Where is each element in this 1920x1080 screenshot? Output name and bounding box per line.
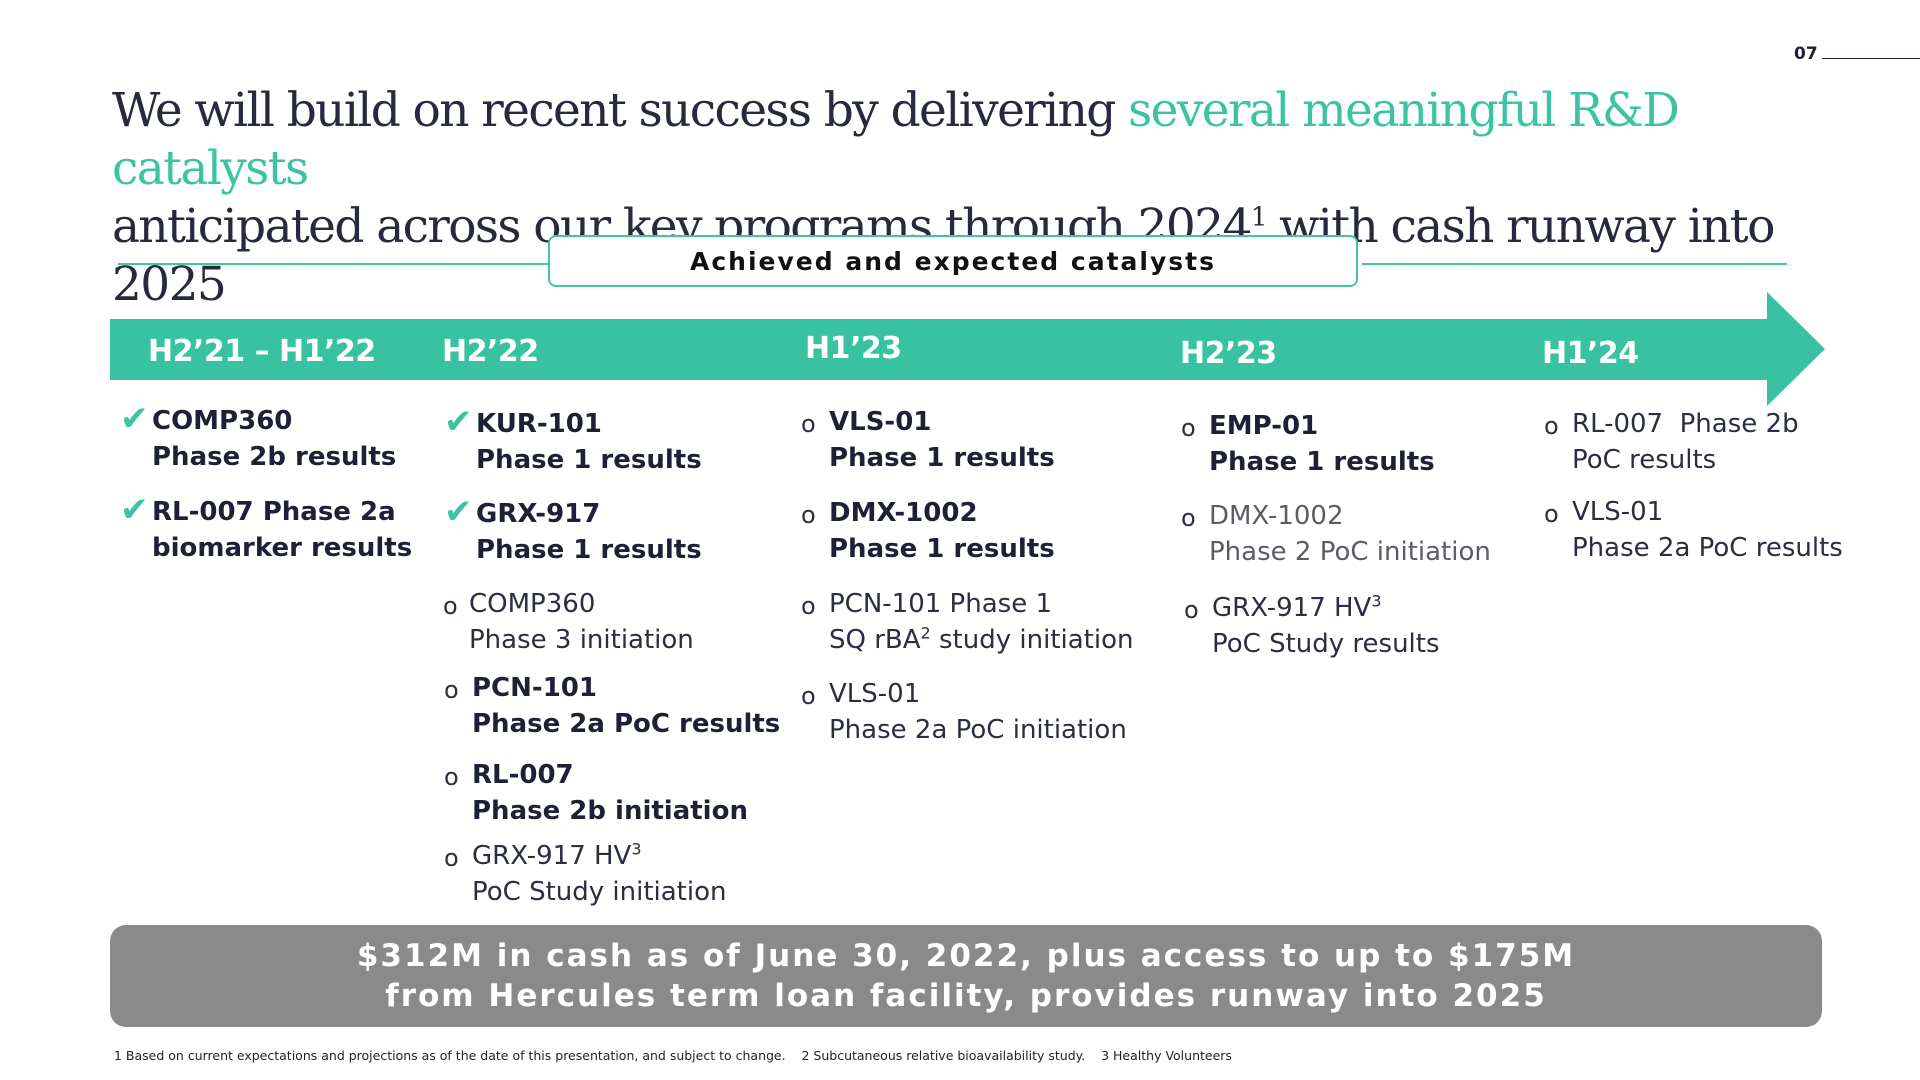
catalyst-line: Phase 3 initiation — [469, 625, 694, 655]
catalyst-line-text: SQ rBA — [829, 625, 921, 655]
title-part-1: We will build on recent success by deliv… — [112, 83, 1129, 138]
catalyst-line: COMP360 — [152, 406, 293, 436]
footnote-ref: 3 — [631, 839, 642, 859]
period-h223: H2’23 — [1180, 336, 1277, 371]
catalyst-line: PoC Study results — [1212, 629, 1440, 659]
catalyst-pcn101-sq-rba: o PCN-101 Phase 1 SQ rBA2 study initiati… — [801, 586, 1133, 658]
bullet-icon: o — [801, 682, 816, 710]
catalyst-line: Phase 2b initiation — [472, 796, 748, 826]
catalyst-dmx1002-phase1: o DMX-1002 Phase 1 results — [801, 495, 1055, 567]
catalyst-line: Phase 1 results — [476, 445, 702, 475]
catalyst-line: DMX-1002 — [1209, 501, 1344, 531]
bullet-icon: o — [444, 763, 459, 791]
arrow-shape — [110, 292, 1825, 406]
catalyst-vls01-phase1: o VLS-01 Phase 1 results — [801, 404, 1055, 476]
period-h222: H2’22 — [442, 334, 539, 369]
catalyst-line: PCN-101 — [472, 673, 597, 703]
catalyst-line: Phase 2a PoC initiation — [829, 715, 1127, 745]
title-part-3: with cash runway into 2025 — [112, 199, 1775, 312]
title-accent: several meaningful R&D catalysts — [112, 83, 1680, 196]
catalyst-line: COMP360 — [469, 589, 596, 619]
catalyst-rl007-phase2a: ✔ RL-007 Phase 2a biomarker results — [120, 492, 413, 566]
catalyst-line: GRX-917 HV3 — [472, 838, 727, 874]
footnote-ref: 3 — [1371, 591, 1382, 611]
catalyst-dmx1002-phase2: o DMX-1002 Phase 2 PoC initiation — [1181, 498, 1491, 570]
check-icon: ✔ — [120, 399, 149, 439]
catalyst-line: Phase 2a PoC results — [472, 709, 781, 739]
period-h124: H1’24 — [1542, 336, 1639, 371]
footnotes: 1 Based on current expectations and proj… — [114, 1048, 1232, 1063]
divider-left — [118, 263, 548, 265]
catalyst-grx917-hv-init: o GRX-917 HV3 PoC Study initiation — [444, 838, 727, 910]
catalyst-line: PoC Study initiation — [472, 877, 727, 907]
catalyst-line-text: study initiation — [930, 625, 1134, 655]
catalyst-comp360-phase2b: ✔ COMP360 Phase 2b results — [120, 401, 397, 475]
catalyst-line: Phase 1 results — [1209, 447, 1435, 477]
bullet-icon: o — [1181, 504, 1196, 532]
bullet-icon: o — [1544, 412, 1559, 440]
footnote-ref: 2 — [920, 623, 931, 643]
catalyst-rl007-phase2b-init: o RL-007 Phase 2b initiation — [444, 757, 748, 829]
timeline-arrow: H2’21 – H1’22 H2’22 H1’23 H2’23 H1’24 — [110, 292, 1825, 408]
catalyst-line: PoC results — [1572, 445, 1717, 475]
title-footnote-ref: 1 — [1250, 202, 1268, 233]
catalyst-line: Phase 2b results — [152, 442, 397, 472]
bullet-icon: o — [801, 592, 816, 620]
page-number: 07 — [1794, 44, 1818, 64]
catalyst-line-text: GRX-917 HV — [472, 841, 632, 871]
catalyst-line: Phase 1 results — [476, 535, 702, 565]
catalyst-line: Phase 2 PoC initiation — [1209, 537, 1491, 567]
catalyst-line: Phase 2a PoC results — [1572, 533, 1843, 563]
bullet-icon: o — [1544, 500, 1559, 528]
catalyst-line: Phase 1 results — [829, 534, 1055, 564]
cash-line-2: from Hercules term loan facility, provid… — [385, 978, 1547, 1014]
catalyst-comp360-phase3: o COMP360 Phase 3 initiation — [443, 586, 694, 658]
catalyst-line: PCN-101 Phase 1 — [829, 589, 1052, 619]
catalyst-line: SQ rBA2 study initiation — [829, 622, 1133, 658]
period-h221-h122: H2’21 – H1’22 — [148, 334, 376, 369]
catalysts-label: Achieved and expected catalysts — [548, 235, 1358, 287]
bullet-icon: o — [443, 592, 458, 620]
page-number-rule — [1822, 58, 1920, 59]
catalyst-line: VLS-01 — [829, 407, 932, 437]
bullet-icon: o — [1184, 596, 1199, 624]
catalyst-rl007-phase2b-results: o RL-007 Phase 2b PoC results — [1544, 406, 1799, 478]
bullet-icon: o — [444, 676, 459, 704]
catalyst-grx917-phase1: ✔ GRX-917 Phase 1 results — [444, 494, 702, 568]
catalyst-line: Phase 1 results — [829, 443, 1055, 473]
catalyst-grx917-hv-results: o GRX-917 HV3 PoC Study results — [1184, 590, 1440, 662]
divider-right — [1362, 263, 1787, 265]
catalyst-emp01-phase1: o EMP-01 Phase 1 results — [1181, 408, 1435, 480]
catalyst-kur101: ✔ KUR-101 Phase 1 results — [444, 404, 702, 478]
catalyst-line: EMP-01 — [1209, 411, 1319, 441]
bullet-icon: o — [444, 844, 459, 872]
catalyst-line: GRX-917 HV3 — [1212, 590, 1440, 626]
catalyst-line: GRX-917 — [476, 499, 601, 529]
catalyst-line: RL-007 — [472, 760, 574, 790]
bullet-icon: o — [1181, 414, 1196, 442]
cash-runway-banner: $312M in cash as of June 30, 2022, plus … — [110, 925, 1822, 1027]
catalyst-pcn101-phase2a: o PCN-101 Phase 2a PoC results — [444, 670, 781, 742]
catalyst-vls01-phase2a-init: o VLS-01 Phase 2a PoC initiation — [801, 676, 1127, 748]
catalyst-line: DMX-1002 — [829, 498, 978, 528]
period-h123: H1’23 — [805, 331, 902, 366]
slide-title: We will build on recent success by deliv… — [112, 82, 1872, 314]
catalyst-line: VLS-01 — [829, 679, 921, 709]
catalyst-vls01-phase2a-results: o VLS-01 Phase 2a PoC results — [1544, 494, 1843, 566]
cash-line-1: $312M in cash as of June 30, 2022, plus … — [356, 938, 1576, 974]
catalyst-line-text: GRX-917 HV — [1212, 593, 1372, 623]
catalyst-line: RL-007 Phase 2b — [1572, 409, 1799, 439]
bullet-icon: o — [801, 410, 816, 438]
check-icon: ✔ — [120, 490, 149, 530]
catalyst-line: KUR-101 — [476, 409, 602, 439]
bullet-icon: o — [801, 501, 816, 529]
catalyst-line: biomarker results — [152, 533, 413, 563]
catalyst-line: RL-007 Phase 2a — [152, 497, 396, 527]
check-icon: ✔ — [444, 492, 473, 532]
catalyst-line: VLS-01 — [1572, 497, 1664, 527]
check-icon: ✔ — [444, 402, 473, 442]
